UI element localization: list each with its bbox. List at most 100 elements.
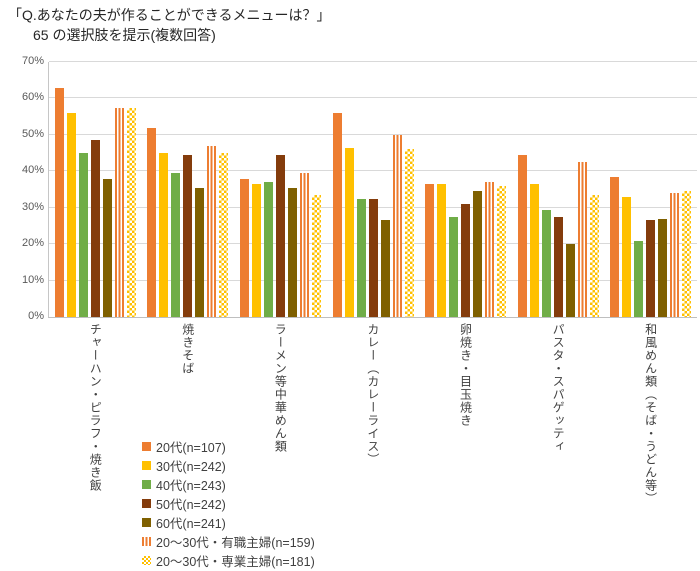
bar-s3-c2 — [275, 154, 285, 317]
bar-s3-c3 — [368, 198, 378, 317]
bar-s4-c5 — [565, 244, 575, 317]
bar-s5-c3 — [392, 134, 402, 317]
bar-s1-c0 — [66, 113, 76, 317]
category-label-4: 卵焼き・目玉焼き — [458, 323, 473, 427]
legend-label-2: 40代(n=243) — [156, 479, 226, 493]
bar-s6-c1 — [219, 153, 229, 317]
bar-s5-c1 — [207, 145, 217, 317]
bar-s5-c6 — [670, 193, 680, 317]
legend-item-1: 30代(n=242) — [142, 456, 315, 475]
bar-s1-c4 — [437, 184, 447, 317]
bar-s6-c3 — [404, 149, 414, 317]
y-tick-label-70: 70% — [21, 55, 44, 67]
legend-item-5: 20～30代・有職主婦(n=159) — [142, 532, 315, 551]
legend-marker-3 — [142, 499, 151, 508]
legend-marker-4 — [142, 518, 151, 527]
bar-s3-c1 — [183, 154, 193, 317]
y-tick-label-20: 20% — [21, 237, 44, 250]
bar-s2-c4 — [449, 216, 459, 317]
gridline-60 — [49, 97, 697, 99]
bar-group-2 — [234, 62, 327, 317]
bar-s4-c1 — [195, 187, 205, 317]
bar-s5-c0 — [114, 107, 124, 317]
bar-s5-c4 — [485, 182, 495, 317]
bar-s1-c1 — [159, 153, 169, 317]
category-label-cell-6: 和風めん類（そば・うどん等） — [603, 323, 696, 505]
bar-group-1 — [142, 62, 235, 317]
bar-group-6 — [604, 62, 697, 317]
bar-s2-c3 — [356, 198, 366, 317]
category-label-cell-2: ラーメン等中華めん類 — [233, 323, 326, 505]
bar-s4-c6 — [658, 218, 668, 317]
bar-s1-c5 — [529, 184, 539, 317]
bar-s3-c4 — [461, 204, 471, 317]
bar-group-3 — [327, 62, 420, 317]
legend-marker-6 — [142, 556, 151, 565]
bar-s0-c4 — [425, 184, 435, 317]
bar-s1-c6 — [622, 196, 632, 317]
chart-title-line2: 65 の選択肢を提示(複数回答) — [33, 26, 216, 43]
legend-item-6: 20～30代・専業主婦(n=181) — [142, 551, 315, 570]
bar-s1-c2 — [251, 184, 261, 317]
legend-label-5: 20～30代・有職主婦(n=159) — [156, 536, 315, 550]
category-label-6: 和風めん類（そば・うどん等） — [643, 323, 658, 505]
bar-s5-c5 — [577, 162, 587, 317]
category-label-cell-1: 焼きそば — [141, 323, 234, 505]
category-label-cell-0: チャーハン・ピラフ・焼き飯 — [48, 323, 141, 505]
bar-s2-c0 — [78, 153, 88, 317]
category-label-3: カレー（カレーライス） — [365, 323, 380, 466]
bar-s1-c3 — [344, 147, 354, 317]
gridline-40 — [49, 170, 697, 172]
bar-s0-c2 — [239, 178, 249, 317]
y-tick-label-40: 40% — [21, 164, 44, 177]
chart-title-line1: 「Q.あなたの夫が作ることができるメニューは？」 — [8, 7, 331, 23]
category-label-cell-4: 卵焼き・目玉焼き — [418, 323, 511, 505]
legend-marker-0 — [142, 442, 151, 451]
y-tick-label-10: 10% — [21, 273, 44, 286]
x-axis-labels: チャーハン・ピラフ・焼き飯 焼きそば ラーメン等中華めん類 カレー（カレーライス） 卵焼… — [48, 323, 696, 505]
legend-item-3: 50代(n=242) — [142, 494, 315, 513]
bar-group-4 — [419, 62, 512, 317]
category-label-0: チャーハン・ピラフ・焼き飯 — [88, 323, 103, 492]
bar-s6-c6 — [682, 191, 692, 317]
bar-s0-c5 — [517, 154, 527, 317]
legend-label-1: 30代(n=242) — [156, 460, 226, 474]
bar-s6-c5 — [589, 194, 599, 317]
bar-s4-c0 — [102, 178, 112, 317]
bar-s6-c0 — [126, 107, 136, 317]
y-tick-label-0: 0% — [28, 310, 44, 322]
legend: 20代(n=107) 30代(n=242) 40代(n=243) 50代(n=242)… — [142, 437, 315, 570]
bar-group-0 — [49, 62, 142, 317]
legend-marker-1 — [142, 461, 151, 470]
category-label-5: パスタ・スパゲッティ — [551, 323, 566, 453]
bar-s5-c2 — [299, 173, 309, 317]
category-label-cell-5: パスタ・スパゲッティ — [511, 323, 604, 505]
bar-groups — [49, 62, 697, 317]
category-label-cell-3: カレー（カレーライス） — [326, 323, 419, 505]
legend-item-2: 40代(n=243) — [142, 475, 315, 494]
legend-marker-5 — [142, 537, 151, 546]
bar-s4-c3 — [380, 220, 390, 317]
legend-label-0: 20代(n=107) — [156, 441, 226, 455]
gridline-50 — [49, 133, 697, 135]
bar-s3-c5 — [553, 216, 563, 317]
bar-s0-c1 — [147, 127, 157, 317]
bar-s2-c6 — [634, 240, 644, 317]
bar-s2-c2 — [263, 182, 273, 317]
y-axis-labels: 0% 10% 20% 30% 40% 50% 60% 70% — [0, 55, 44, 322]
plot-area — [48, 61, 697, 318]
category-label-1: 焼きそば — [180, 323, 195, 375]
y-tick-label-50: 50% — [21, 127, 44, 140]
bar-s4-c4 — [473, 191, 483, 317]
legend-marker-2 — [142, 480, 151, 489]
bar-s0-c0 — [54, 87, 64, 317]
bar-s6-c2 — [311, 194, 321, 317]
category-label-2: ラーメン等中華めん類 — [273, 323, 288, 453]
legend-label-4: 60代(n=241) — [156, 517, 226, 531]
bar-s2-c5 — [541, 209, 551, 317]
y-tick-label-60: 60% — [21, 91, 44, 104]
bar-s3-c6 — [646, 220, 656, 317]
legend-item-0: 20代(n=107) — [142, 437, 315, 456]
legend-item-4: 60代(n=241) — [142, 513, 315, 532]
bar-s2-c1 — [171, 173, 181, 317]
